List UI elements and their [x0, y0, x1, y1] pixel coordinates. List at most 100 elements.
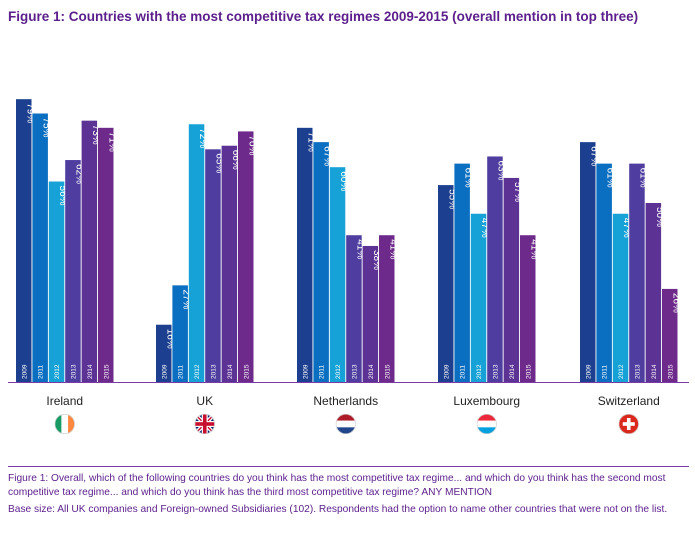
- bar-ireland-2015: [98, 127, 114, 382]
- year-label: 2015: [667, 364, 674, 379]
- data-label: 27%: [181, 289, 192, 309]
- data-label: 65%: [213, 153, 224, 173]
- data-label: 55%: [446, 189, 457, 209]
- year-label: 2011: [319, 365, 326, 379]
- bar-switzerland-2012: [612, 213, 629, 382]
- data-label: 50%: [654, 207, 665, 227]
- bar-uk-2013: [205, 149, 221, 382]
- bar-luxembourg-2014: [503, 177, 520, 382]
- bar-netherlands-2015: [379, 235, 395, 382]
- year-label: 2015: [384, 364, 391, 379]
- data-label: 73%: [90, 125, 101, 145]
- data-label: 41%: [528, 239, 539, 259]
- data-label: 72%: [197, 128, 208, 148]
- data-label: 16%: [164, 329, 175, 349]
- year-label: 2013: [492, 364, 499, 379]
- year-label: 2014: [87, 364, 94, 379]
- year-label: 2014: [509, 364, 516, 379]
- year-label: 2013: [351, 364, 358, 379]
- bar-ireland-2011: [32, 113, 48, 382]
- year-label: 2012: [476, 364, 483, 379]
- data-label: 75%: [41, 118, 52, 138]
- year-label: 2009: [585, 364, 592, 379]
- data-label: 62%: [73, 164, 84, 184]
- year-label: 2009: [21, 364, 28, 379]
- bar-switzerland-2009: [580, 142, 596, 382]
- year-label: 2015: [103, 364, 110, 379]
- bar-netherlands-2012: [329, 167, 346, 382]
- bar-ireland-2014: [81, 120, 98, 382]
- year-label: 2013: [210, 364, 217, 379]
- bar-luxembourg-2013: [487, 156, 503, 382]
- bar-switzerland-2013: [629, 163, 645, 382]
- chart-title: Figure 1: Countries with the most compet…: [8, 9, 639, 24]
- bar-netherlands-2009: [297, 127, 313, 382]
- data-label: 79%: [24, 103, 35, 123]
- uk-flag-icon: [194, 413, 215, 434]
- bar-netherlands-2011: [313, 142, 329, 382]
- category-label: Luxembourg: [453, 394, 520, 408]
- data-label: 71%: [305, 132, 316, 152]
- footnote-divider: [8, 466, 689, 467]
- data-label: 56%: [57, 186, 68, 206]
- data-label: 67%: [588, 146, 599, 166]
- data-label: 71%: [106, 132, 117, 152]
- footnote-base: Base size: All UK companies and Foreign-…: [8, 504, 668, 515]
- year-label: 2009: [302, 364, 309, 379]
- year-label: 2014: [368, 364, 375, 379]
- ireland-flag-icon: [54, 413, 75, 434]
- footnotes: Figure 1: Overall, which of the followin…: [8, 472, 688, 521]
- bar-luxembourg-2012: [470, 213, 487, 382]
- category-label: Netherlands: [313, 394, 378, 408]
- year-label: 2011: [460, 365, 467, 379]
- luxembourg-flag-icon: [476, 413, 497, 434]
- bar-netherlands-2014: [362, 245, 379, 382]
- switzerland-flag-icon: [618, 413, 639, 434]
- data-label: 66%: [230, 150, 241, 170]
- year-label: 2014: [651, 364, 658, 379]
- bar-switzerland-2014: [645, 203, 662, 382]
- year-label: 2015: [243, 364, 250, 379]
- data-label: 70%: [246, 135, 257, 155]
- data-label: 41%: [387, 239, 398, 259]
- netherlands-flag-icon: [335, 413, 356, 434]
- bar-luxembourg-2009: [438, 185, 454, 382]
- bar-uk-2011: [172, 285, 188, 382]
- data-label: 61%: [463, 168, 474, 188]
- category-label: Ireland: [46, 394, 83, 408]
- year-label: 2011: [38, 365, 45, 379]
- year-label: 2012: [54, 364, 61, 379]
- data-label: 41%: [354, 239, 365, 259]
- bar-switzerland-2015: [662, 288, 678, 382]
- year-label: 2015: [525, 364, 532, 379]
- year-label: 2014: [227, 364, 234, 379]
- bar-luxembourg-2015: [520, 235, 536, 382]
- data-label: 57%: [512, 182, 523, 202]
- year-label: 2009: [161, 364, 168, 379]
- bar-netherlands-2013: [346, 235, 362, 382]
- year-label: 2009: [443, 364, 450, 379]
- year-label: 2012: [335, 364, 342, 379]
- year-label: 2011: [178, 365, 185, 379]
- data-label: 61%: [637, 168, 648, 188]
- year-label: 2012: [194, 364, 201, 379]
- data-label: 63%: [495, 160, 506, 180]
- bar-ireland-2012: [48, 181, 65, 382]
- bar-uk-2009: [156, 324, 172, 382]
- year-label: 2011: [602, 365, 609, 379]
- bar-ireland-2013: [65, 160, 81, 382]
- data-label: 60%: [338, 171, 349, 191]
- bar-ireland-2009: [16, 99, 32, 383]
- bar-uk-2012: [188, 124, 205, 383]
- category-label: UK: [196, 394, 213, 408]
- data-label: 38%: [371, 250, 382, 270]
- year-label: 2012: [618, 364, 625, 379]
- data-label: 67%: [322, 146, 333, 166]
- year-label: 2013: [70, 364, 77, 379]
- bar-switzerland-2011: [596, 163, 612, 382]
- data-label: 61%: [605, 168, 616, 188]
- data-label: 26%: [670, 293, 681, 313]
- bar-uk-2014: [221, 145, 238, 382]
- bar-uk-2015: [238, 131, 254, 382]
- data-label: 47%: [479, 218, 490, 238]
